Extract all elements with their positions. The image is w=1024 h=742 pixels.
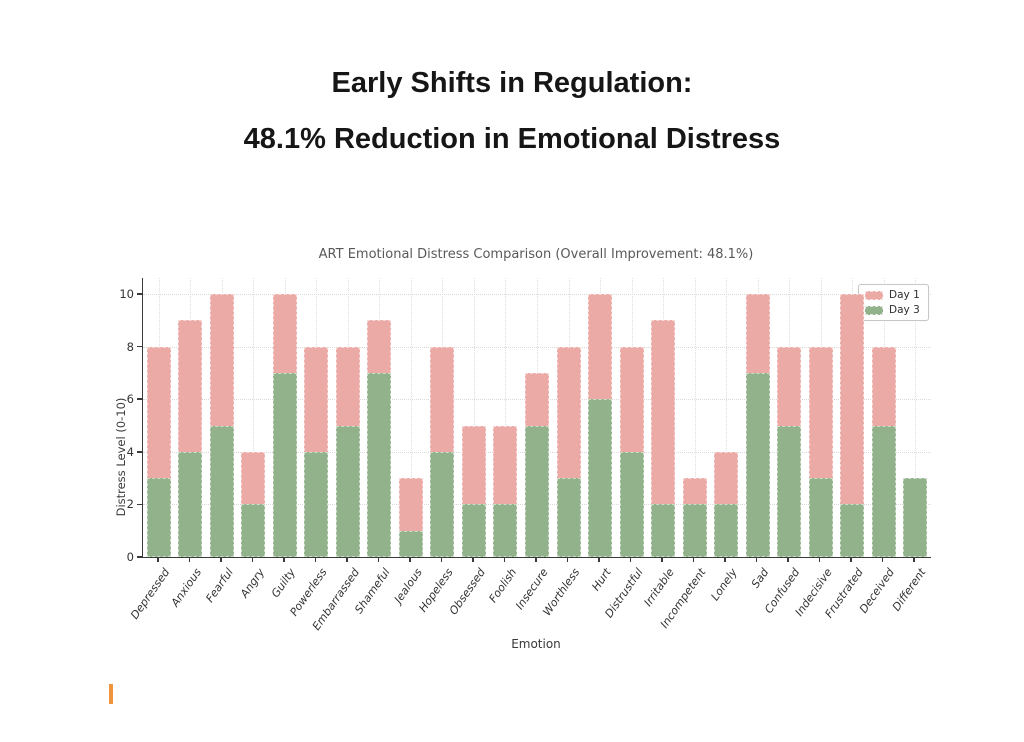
x-tick-mark [220, 558, 222, 562]
x-tick-mark [598, 558, 600, 562]
v-gridline [505, 278, 507, 557]
day3-swatch [865, 305, 883, 315]
y-tick-label: 10 [119, 287, 134, 301]
x-tick-mark [692, 558, 695, 562]
bar-day3-angry [241, 504, 266, 557]
y-tick-mark [137, 398, 142, 400]
heading-line-1: Early Shifts in Regulation: [331, 67, 693, 99]
slide-heading: Early Shifts in Regulation: 48.1% Reduct… [0, 66, 1024, 156]
bar-day3-depressed [146, 478, 171, 557]
bar-day3-guilty [272, 372, 297, 557]
bar-day3-foolish [493, 504, 518, 557]
bar-day3-anxious [178, 451, 203, 557]
bar-day3-confused [777, 425, 802, 557]
legend-label-day1: Day 1 [889, 289, 920, 301]
chart-title: ART Emotional Distress Comparison (Overa… [318, 247, 754, 262]
heading-line-2: 48.1% Reduction in Emotional Distress [243, 123, 781, 155]
y-tick-mark [137, 451, 142, 453]
text-cursor [109, 684, 113, 704]
x-tick-label-hurt: Hurt [589, 566, 614, 594]
y-tick-mark [137, 556, 142, 558]
legend-row-day3: Day 3 [865, 304, 920, 316]
x-tick-label-angry: Angry [237, 566, 267, 601]
bar-day3-frustrated [840, 504, 865, 557]
bar-day3-obsessed [461, 504, 486, 557]
x-tick-mark [629, 558, 632, 562]
x-tick-mark [913, 558, 915, 562]
x-tick-mark [440, 558, 443, 562]
bar-day3-different [903, 478, 928, 557]
x-tick-mark [566, 558, 569, 562]
bar-day3-embarrassed [335, 425, 360, 557]
x-tick-label-fearful: Fearful [202, 566, 236, 605]
x-tick-label-sad: Sad [748, 566, 772, 591]
x-tick-mark [755, 558, 758, 562]
x-tick-mark [535, 558, 537, 562]
x-tick-mark [188, 558, 191, 562]
v-gridline [253, 278, 255, 557]
v-gridline [473, 278, 475, 557]
bar-day3-sad [745, 372, 770, 557]
y-tick-label: 2 [126, 497, 134, 512]
x-tick-mark [881, 558, 884, 562]
x-tick-mark [724, 558, 726, 562]
bar-day3-hurt [588, 399, 613, 557]
x-tick-mark [818, 558, 821, 562]
v-gridline [410, 278, 412, 557]
bar-day3-lonely [714, 504, 739, 557]
chart-legend: Day 1 Day 3 [858, 284, 929, 321]
bar-day3-insecure [525, 425, 549, 557]
x-tick-mark [283, 558, 285, 562]
x-tick-label-lonely: Lonely [708, 566, 740, 604]
bar-day3-hopeless [430, 451, 455, 557]
y-tick-label: 0 [126, 550, 134, 564]
x-tick-mark [850, 558, 852, 562]
v-gridline [726, 278, 728, 557]
x-tick-label-depressed: Depressed [128, 566, 173, 622]
x-tick-mark [472, 558, 474, 562]
bar-day3-worthless [556, 478, 581, 557]
x-tick-mark [661, 558, 663, 562]
y-tick-label: 4 [126, 444, 134, 459]
x-tick-mark [409, 558, 411, 562]
v-gridline [694, 278, 696, 557]
x-tick-label-guilty: Guilty [269, 566, 299, 601]
x-tick-mark [314, 558, 317, 562]
x-tick-mark [787, 558, 789, 562]
distress-comparison-chart: ART Emotional Distress Comparison (Overa… [100, 245, 970, 675]
x-axis-label: Emotion [511, 637, 561, 651]
bar-day3-indecisive [808, 478, 833, 557]
day1-swatch [865, 290, 883, 300]
bar-day3-jealous [398, 530, 423, 557]
plot-area [142, 278, 931, 558]
bar-day3-deceived [871, 425, 896, 557]
bar-day3-powerless [304, 451, 329, 557]
x-tick-mark [251, 558, 254, 562]
y-tick-label: 8 [126, 339, 134, 354]
x-tick-mark [503, 558, 506, 562]
x-tick-mark [377, 558, 380, 562]
bar-day3-distrustful [619, 451, 644, 557]
x-tick-label-foolish: Foolish [486, 566, 520, 606]
v-gridline [915, 278, 917, 557]
y-tick-mark [137, 293, 142, 295]
y-tick-mark [137, 503, 142, 506]
bar-day3-shameful [367, 372, 392, 557]
bar-day3-fearful [209, 425, 234, 557]
x-tick-label-anxious: Anxious [168, 566, 204, 610]
x-tick-mark [346, 558, 348, 562]
legend-row-day1: Day 1 [865, 289, 920, 301]
y-tick-mark [137, 345, 142, 348]
bar-day3-incompetent [682, 504, 707, 557]
legend-label-day3: Day 3 [889, 304, 920, 316]
bar-day3-irritable [651, 504, 676, 557]
x-tick-mark [157, 558, 159, 562]
y-tick-label: 6 [126, 392, 134, 407]
x-tick-label-jealous: Jealous [391, 566, 425, 606]
